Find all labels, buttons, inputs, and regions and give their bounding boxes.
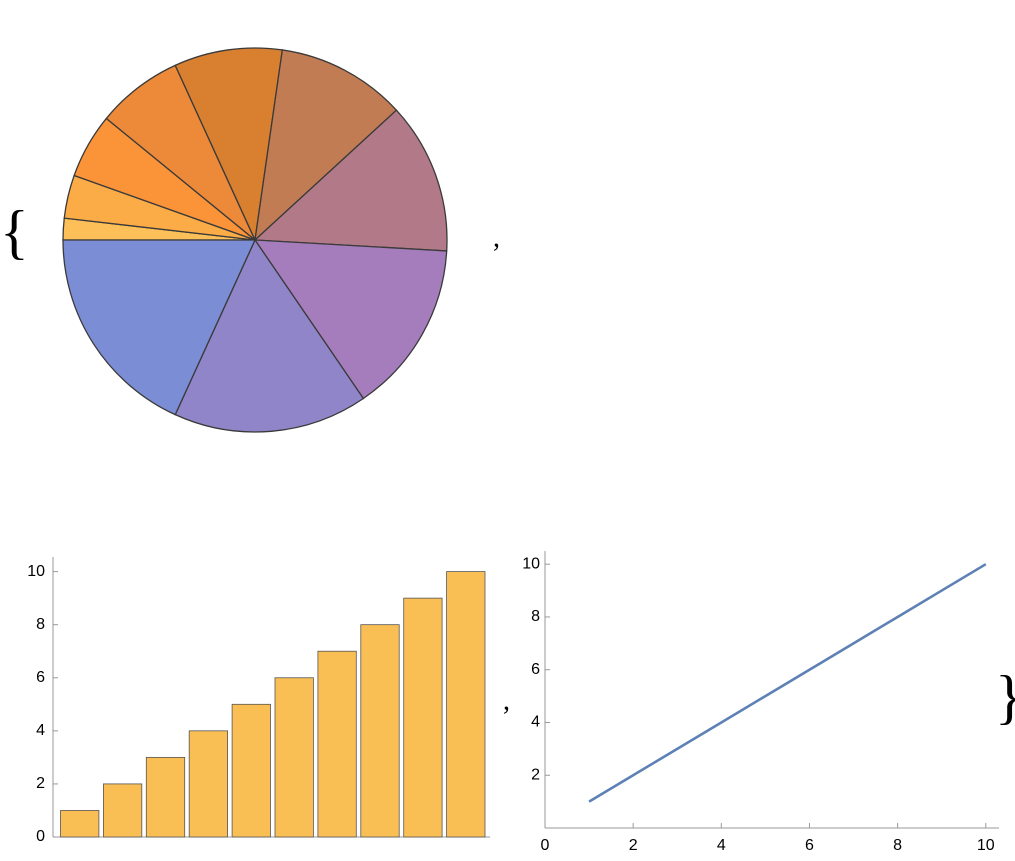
pie-slice bbox=[62, 239, 257, 416]
y-tick-label: 10 bbox=[522, 555, 540, 572]
close-brace: } bbox=[995, 664, 1015, 730]
pie-slice bbox=[253, 109, 448, 252]
open-brace: { bbox=[0, 199, 29, 265]
y-tick-label: 8 bbox=[531, 608, 540, 625]
separator: , bbox=[493, 222, 500, 253]
bar bbox=[317, 650, 357, 838]
y-tick-label: 4 bbox=[531, 714, 540, 731]
pie-slice bbox=[174, 238, 365, 433]
bar bbox=[60, 810, 100, 838]
bar bbox=[446, 571, 486, 838]
y-tick-label: 6 bbox=[531, 661, 540, 678]
pie-slice bbox=[254, 49, 398, 242]
pie-slice bbox=[174, 47, 284, 243]
y-tick-label: 4 bbox=[36, 722, 45, 739]
line-series bbox=[588, 563, 987, 803]
y-tick-label: 0 bbox=[36, 828, 45, 845]
y-tick-label: 6 bbox=[36, 669, 45, 686]
bar bbox=[145, 756, 186, 838]
y-tick-label: 8 bbox=[36, 616, 45, 633]
bar bbox=[360, 624, 400, 838]
pie-slice bbox=[253, 239, 448, 400]
x-tick-label: 8 bbox=[893, 837, 902, 854]
bar bbox=[231, 703, 271, 838]
x-tick-label: 2 bbox=[629, 837, 638, 854]
y-tick-label: 2 bbox=[531, 766, 540, 783]
separator: , bbox=[503, 685, 510, 716]
x-tick-label: 10 bbox=[977, 837, 995, 854]
x-tick-label: 6 bbox=[805, 837, 814, 854]
bar bbox=[403, 597, 443, 838]
bar bbox=[103, 783, 143, 838]
x-tick-label: 0 bbox=[541, 837, 550, 854]
y-tick-label: 2 bbox=[36, 775, 45, 792]
bar bbox=[274, 677, 314, 838]
y-tick-label: 10 bbox=[27, 563, 45, 580]
bar bbox=[188, 730, 228, 838]
x-tick-label: 4 bbox=[717, 837, 726, 854]
